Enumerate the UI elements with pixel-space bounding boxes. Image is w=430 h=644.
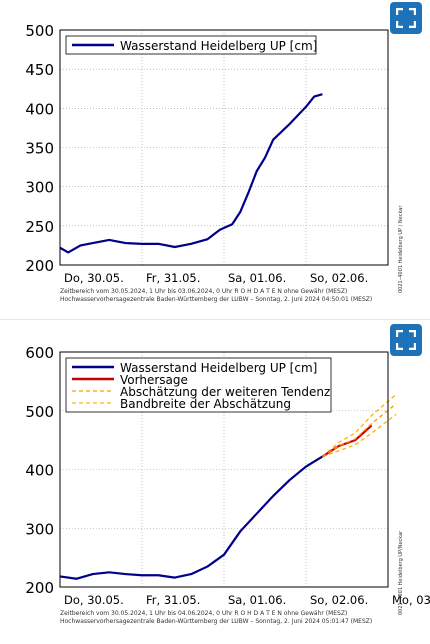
legend-box [65,35,317,55]
y-tick-label: 400 [25,462,54,480]
chart-panel-2: 200 300 400 500 600 Do, 30.05. Fr, 31.05. Sa, 0… [0,322,430,640]
y-tick-label: 500 [25,403,54,421]
y-tick-label: 300 [25,179,54,197]
series-line [59,455,323,580]
legend-label: Bandbreite der Abschätzung [120,397,291,411]
expand-button[interactable] [390,2,422,34]
legend-label: Wasserstand Heidelberg UP [cm] [120,361,317,375]
y-tick-label: 450 [25,61,54,79]
y-tick-label: 300 [25,520,54,538]
band-lower-line [322,413,397,458]
side-label: 0021–4001 Heidelberg UP / Neckar [398,205,404,293]
x-tick-label: Fr, 31.05. [146,271,200,285]
y-tick-label: 250 [25,218,54,236]
x-tick-label: So, 02.06. [310,593,368,607]
series-line [59,93,323,254]
x-tick-label: Sa, 01.06. [228,271,286,285]
plot-frame [59,29,389,266]
fullscreen-icon [396,330,416,350]
y-tick-label: 500 [25,22,54,40]
band-upper-line [321,393,397,458]
y-tick-label: 350 [25,140,54,158]
legend-label: Wasserstand Heidelberg UP [cm] [120,39,317,53]
expand-button[interactable] [390,324,422,356]
y-tick-label: 400 [25,100,54,118]
side-label: 0021–4001 Heidelberg UP/Neckar [398,530,404,615]
legend-label: Abschätzung der weiteren Tendenz [120,385,330,399]
x-tick-label: Do, 30.05. [64,271,124,285]
x-tick-label: Fr, 31.05. [146,593,200,607]
footer-text: Zeitbereich vom 30.05.2024, 1 Uhr bis 03… [60,288,347,295]
x-tick-label: Mo, 03.06. [392,593,430,607]
series-line [322,403,397,458]
divider [0,319,430,320]
water-level-chart: 200 250 300 350 400 450 500 Do, 30.05. Fr, 31.05… [25,22,404,303]
y-tick-label: 200 [25,579,54,597]
x-tick-label: Do, 30.05. [64,593,124,607]
x-tick-label: Sa, 01.06. [228,593,286,607]
footer-text: Zeitbereich vom 30.05.2024, 1 Uhr bis 04… [60,610,347,617]
footer-text: Hochwasservorhersagezentrale Baden-Württ… [60,296,372,303]
x-tick-label: So, 02.06. [310,271,368,285]
fullscreen-icon [396,8,416,28]
y-tick-label: 200 [25,257,54,275]
footer-text: Hochwasservorhersagezentrale Baden-Württ… [60,618,372,625]
legend-label: Vorhersage [120,373,188,387]
plot-frame [59,351,389,588]
y-tick-label: 600 [25,344,54,362]
chart-panel-1: 200 250 300 350 400 450 500 Do, 30.05. Fr, 31.05… [0,0,430,320]
water-level-forecast-chart: 200 300 400 500 600 Do, 30.05. Fr, 31.05. Sa, 0… [25,344,430,625]
